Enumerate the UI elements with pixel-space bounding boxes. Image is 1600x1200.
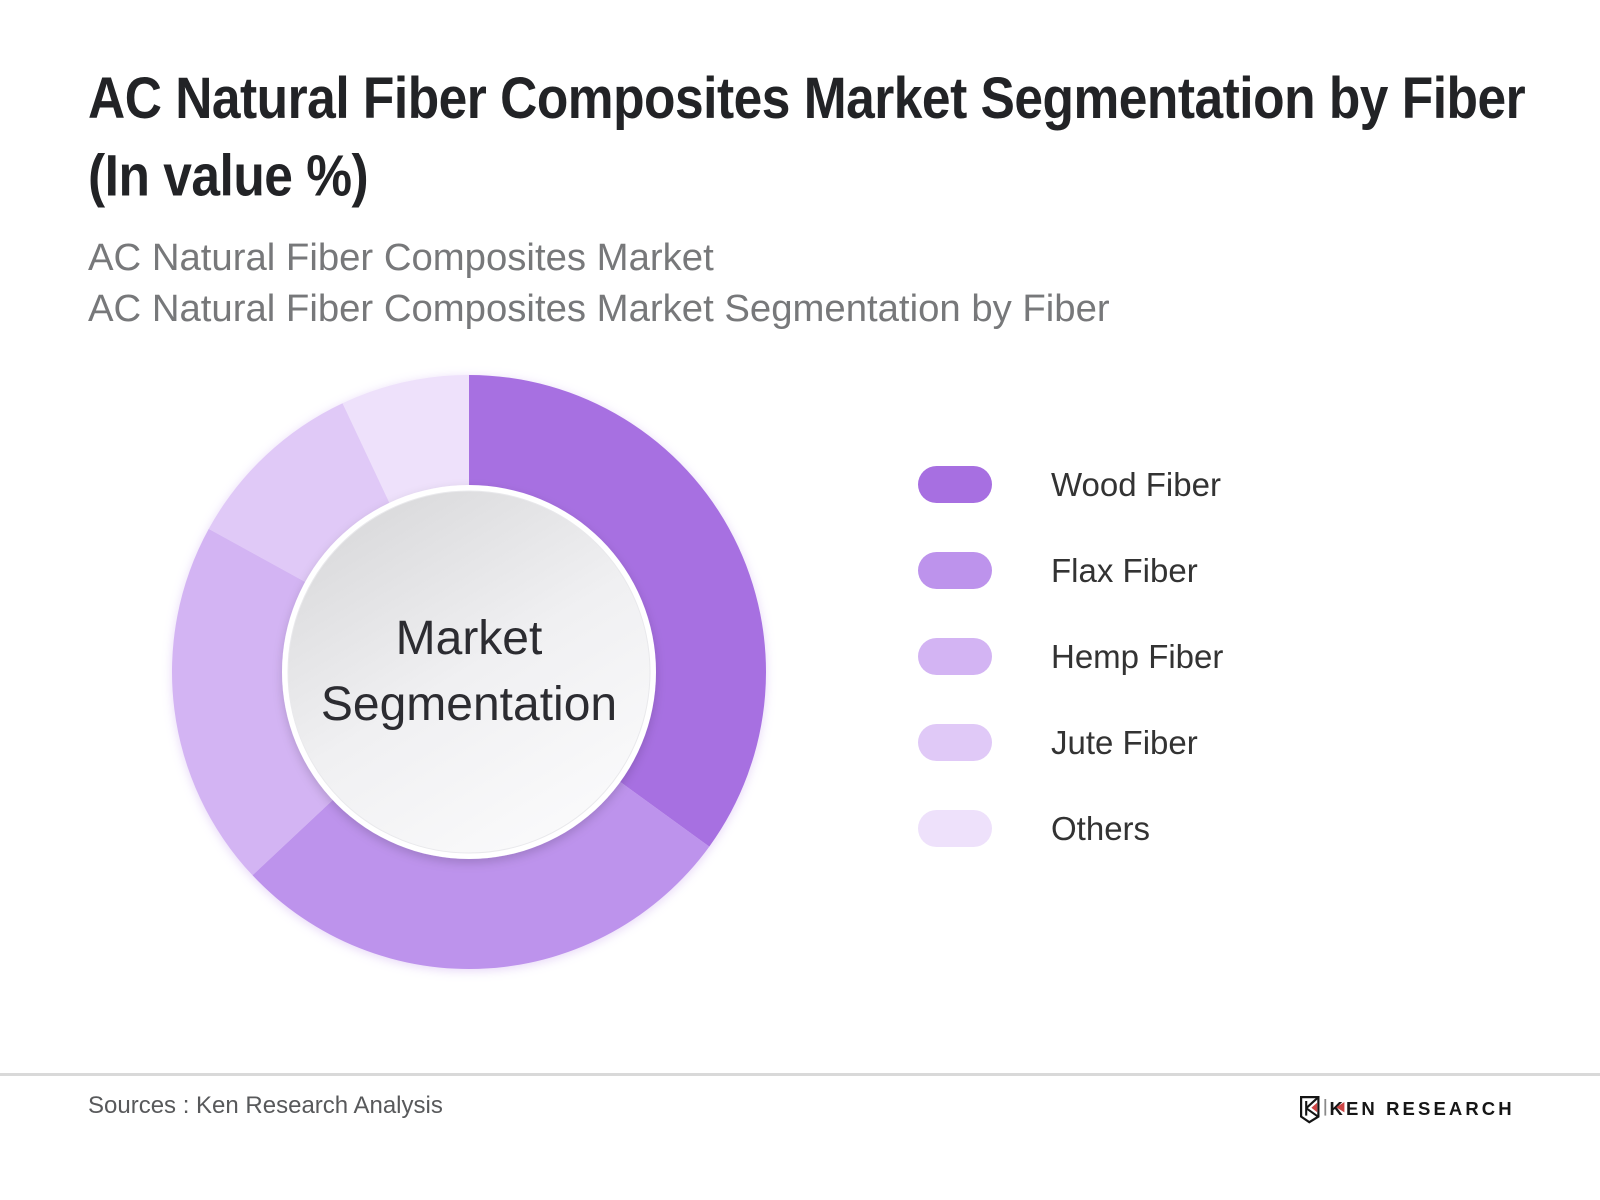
svg-text:KEN RESEARCH: KEN RESEARCH	[1330, 1098, 1515, 1119]
